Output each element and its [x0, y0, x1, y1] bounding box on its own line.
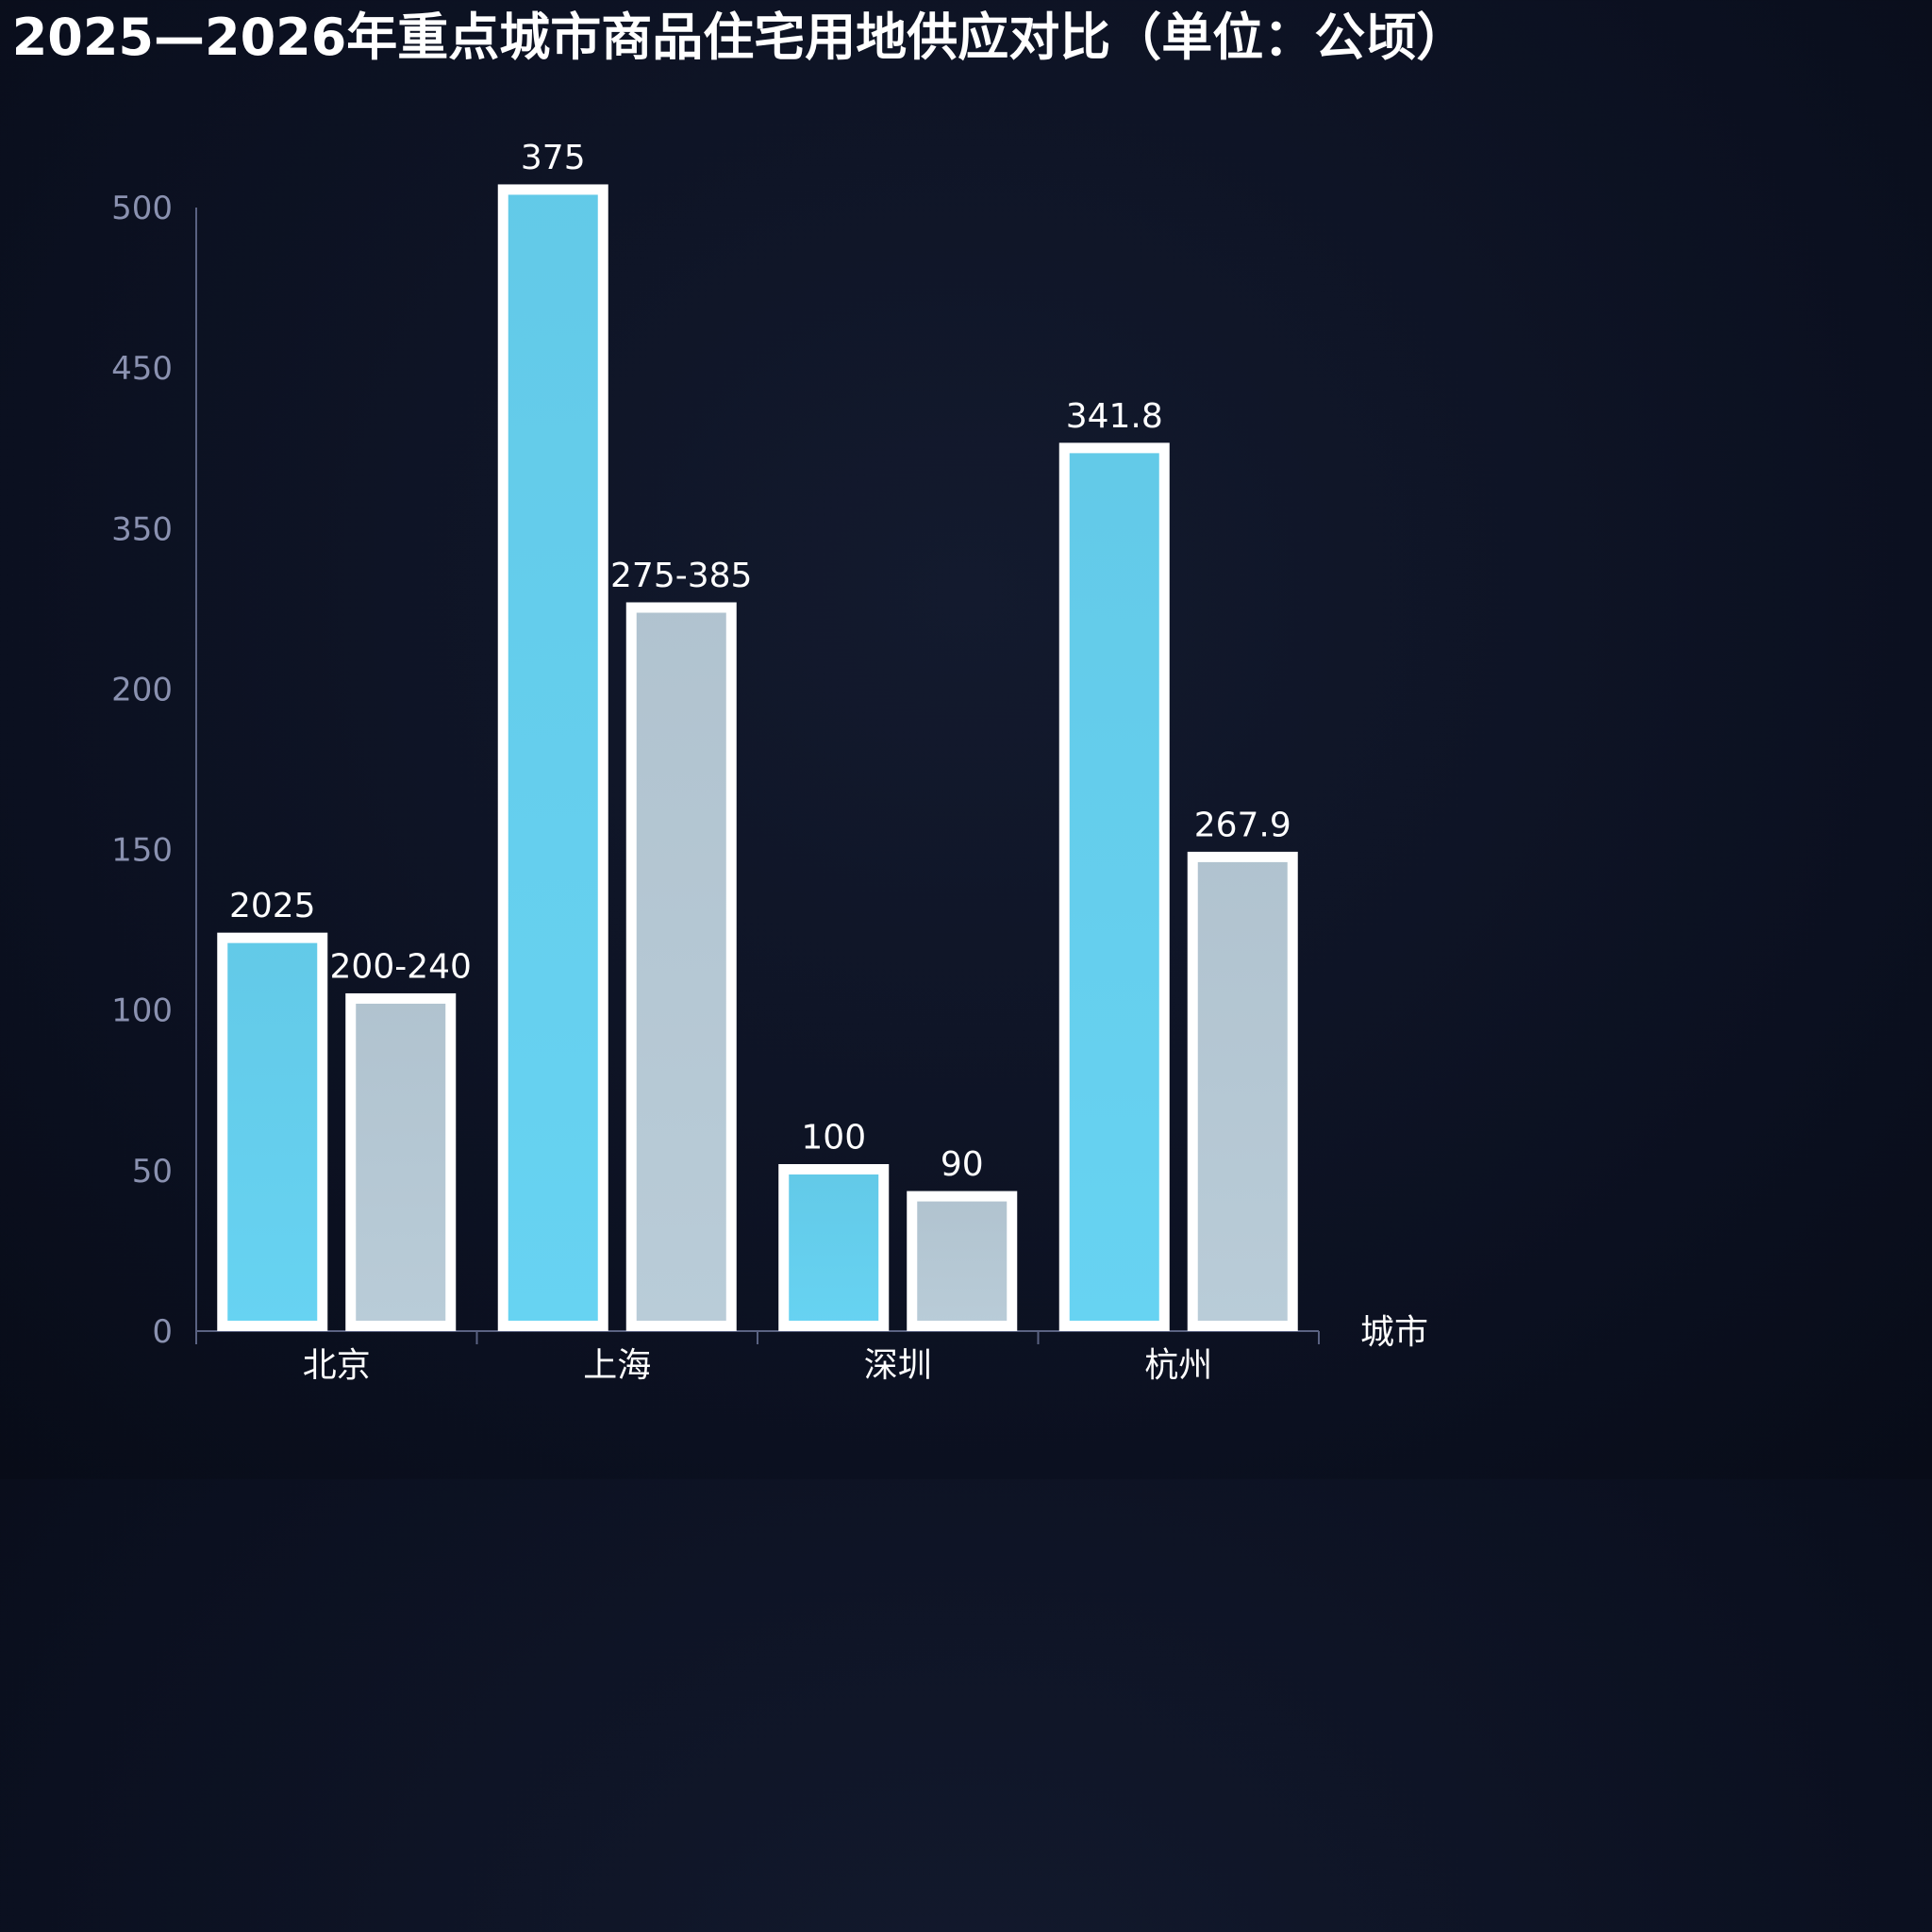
y-tick-label: 350: [111, 510, 173, 548]
bars: [217, 184, 1298, 1332]
axes: 0 50 100 150 200 350 450 500 北京 上海 深圳 杭州 城市: [111, 190, 1428, 1385]
chart-title: 2025—2026年重点城市商品住宅用地供应对比（单位：公顷）: [11, 8, 1468, 67]
bar-data-label: 200-240: [330, 947, 472, 986]
bar-series-2: [1187, 851, 1298, 1331]
bar-data-label: 267.9: [1194, 806, 1291, 844]
bar-series-1: [217, 932, 328, 1332]
y-tick-label: 0: [152, 1313, 173, 1351]
bar-data-label: 90: [941, 1145, 984, 1184]
labels: 2025 200-240 375 275-385 100 90 341.8 267.9: [229, 139, 1291, 1184]
y-tick-label: 100: [111, 992, 173, 1030]
x-category-label: 深圳: [864, 1346, 932, 1385]
x-axis-title: 城市: [1360, 1313, 1428, 1352]
bar-series-1: [778, 1163, 890, 1331]
y-tick-label: 50: [132, 1153, 173, 1191]
bar-series-1: [497, 184, 608, 1332]
bar-series-2: [907, 1191, 1018, 1331]
x-category-label: 杭州: [1144, 1346, 1212, 1385]
bar-data-label: 275-385: [610, 557, 752, 595]
y-tick-label: 200: [111, 671, 173, 708]
x-category-label: 北京: [303, 1346, 371, 1385]
y-tick-label: 450: [111, 350, 173, 388]
bar-data-label: 375: [521, 139, 586, 177]
bar-series-1: [1058, 442, 1170, 1331]
bar-series-2: [625, 602, 737, 1331]
y-tick-label: 150: [111, 832, 173, 870]
bar-series-2: [345, 992, 457, 1331]
bar-data-label: 341.8: [1066, 397, 1163, 436]
x-category-label: 上海: [583, 1346, 651, 1385]
chart-root: 2025—2026年重点城市商品住宅用地供应对比（单位：公顷） 0 50 100 15…: [11, 8, 1468, 1385]
bar-chart: 0 50 100 150 200 350 450 500 北京 上海 深圳 杭州 城市 2025 200-…: [111, 139, 1428, 1385]
bar-data-label: 2025: [229, 887, 316, 925]
y-tick-label: 500: [111, 190, 173, 227]
bar-data-label: 100: [801, 1118, 866, 1157]
